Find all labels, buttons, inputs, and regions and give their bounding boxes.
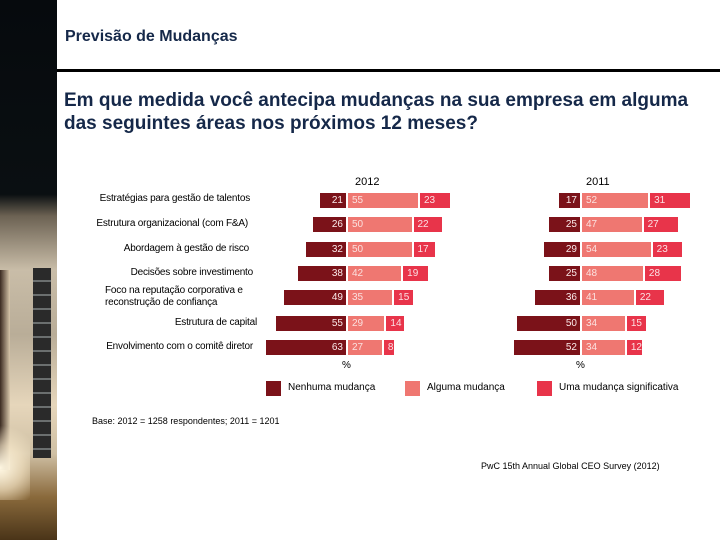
bar-segment-some: 29 [348,316,385,331]
bar-segment-significant: 12 [626,340,643,355]
bar-row: 21 55 23 [0,193,720,208]
bar-row: 50 34 15 [0,316,720,331]
bar-segment-none: 17 [559,193,580,208]
photo-light [0,420,30,500]
bar-row: 17 52 31 [0,193,720,208]
bar-segment-none: 29 [543,242,580,257]
bar-segment-significant: 23 [652,242,683,257]
category-label: Estrutura de capital [174,317,257,328]
panel-title-2011: 2011 [586,176,610,188]
bar-segment-none: 50 [516,316,580,331]
axis-unit-label: % [576,360,585,371]
legend-swatch-some [405,381,420,396]
bar-row: 63 27 8 [0,340,720,355]
bar-segment-significant: 19 [403,266,428,281]
bar-segment-significant: 28 [644,266,682,281]
bar-segment-none: 63 [265,340,346,355]
bar-segment-some: 50 [348,242,412,257]
bar-segment-some: 34 [582,340,625,355]
bar-segment-significant: 22 [413,217,442,232]
bar-segment-none: 52 [513,340,580,355]
bar-row: 38 42 19 [0,266,720,281]
legend-label: Alguma mudança [427,382,505,393]
legend-swatch-significant [537,381,552,396]
bar-segment-some: 48 [582,266,643,281]
bar-segment-some: 41 [582,290,634,305]
bar-segment-none: 26 [313,217,346,232]
bar-segment-some: 52 [582,193,649,208]
bar-row: 26 50 22 [0,217,720,232]
bar-segment-none: 25 [548,217,580,232]
bar-segment-some: 54 [582,242,651,257]
bar-segment-some: 42 [348,266,402,281]
bar-segment-some: 47 [582,217,642,232]
bar-segment-significant: 31 [650,193,691,208]
photo-pillar [0,270,10,470]
bar-segment-significant: 17 [413,242,436,257]
bar-segment-significant: 15 [394,290,414,305]
axis-unit-label: % [342,360,351,371]
bar-segment-none: 36 [534,290,580,305]
bar-row: 55 29 14 [0,316,720,331]
survey-question: Em que medida você antecipa mudanças na … [64,90,689,134]
bar-row: 29 54 23 [0,242,720,257]
panel-title-2012: 2012 [355,176,380,188]
bar-segment-none: 21 [319,193,346,208]
bar-segment-none: 25 [548,266,580,281]
bar-segment-none: 55 [276,316,346,331]
bar-segment-none: 32 [305,242,346,257]
bar-row: 25 48 28 [0,266,720,281]
category-label: Foco na reputação corporativa e reconstr… [105,285,243,308]
base-note: Base: 2012 = 1258 respondentes; 2011 = 1… [92,416,280,426]
bar-row: 32 50 17 [0,242,720,257]
building-photo [0,0,57,540]
category-label: Envolvimento com o comitê diretor [106,341,253,352]
category-label: Estratégias para gestão de talentos [99,193,251,204]
bar-segment-none: 38 [297,266,346,281]
bar-row: 25 47 27 [0,217,720,232]
bar-segment-significant: 8 [383,340,395,355]
legend-label: Nenhuma mudança [288,382,376,393]
bar-segment-none: 49 [283,290,346,305]
source-note: PwC 15th Annual Global CEO Survey (2012) [481,461,660,471]
bar-segment-significant: 27 [643,217,679,232]
bar-segment-significant: 22 [635,290,665,305]
bar-segment-some: 50 [348,217,412,232]
bar-segment-significant: 15 [626,316,647,331]
bar-segment-some: 35 [348,290,393,305]
bar-segment-some: 34 [582,316,625,331]
bar-row: 49 35 15 [0,290,720,305]
legend-swatch-none [266,381,281,396]
bar-row: 36 41 22 [0,290,720,305]
slide-title: Previsão de Mudanças [65,28,238,45]
category-label: Decisões sobre investimento [130,267,254,278]
bar-segment-significant: 14 [386,316,405,331]
category-label: Estrutura organizacional (com F&A) [96,218,248,229]
category-label: Abordagem à gestão de risco [123,243,249,254]
bar-segment-significant: 23 [419,193,450,208]
photo-window [33,268,51,458]
bar-row: 52 34 12 [0,340,720,355]
bar-segment-some: 27 [348,340,382,355]
title-divider [57,69,720,72]
bar-segment-some: 55 [348,193,418,208]
legend-label: Uma mudança significativa [559,382,679,393]
